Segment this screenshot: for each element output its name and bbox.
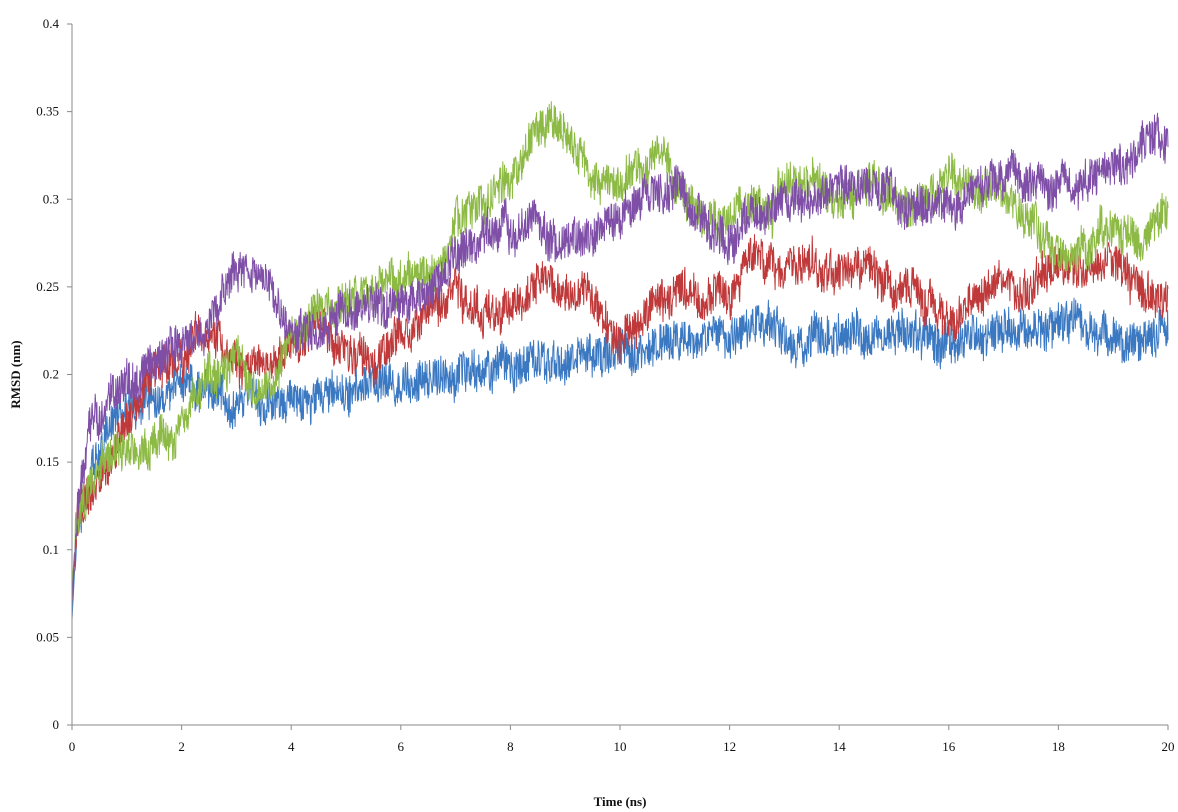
x-axis-title: Time (ns) — [594, 794, 647, 809]
x-tick-label: 10 — [614, 739, 627, 754]
x-tick-label: 16 — [942, 739, 956, 754]
x-tick-label: 18 — [1052, 739, 1065, 754]
series-line-2 — [71, 234, 1169, 603]
y-axis-title: RMSD (nm) — [8, 340, 23, 408]
x-tick-label: 0 — [69, 739, 76, 754]
series-line-1 — [71, 297, 1169, 620]
y-tick-label: 0 — [53, 717, 60, 732]
y-axis-ticks: 0 0.05 0.1 0.15 0.2 0.25 0.3 0.35 0.4 — [36, 16, 72, 732]
x-tick-label: 12 — [723, 739, 736, 754]
series-line-4 — [71, 112, 1169, 603]
y-tick-label: 0.05 — [36, 629, 59, 644]
y-tick-label: 0.35 — [36, 104, 59, 119]
x-tick-label: 6 — [398, 739, 405, 754]
y-tick-label: 0.4 — [43, 16, 60, 31]
y-tick-label: 0.25 — [36, 279, 59, 294]
y-tick-label: 0.15 — [36, 454, 59, 469]
series-group — [71, 101, 1169, 620]
x-tick-label: 20 — [1162, 739, 1175, 754]
x-tick-label: 4 — [288, 739, 295, 754]
y-tick-label: 0.2 — [43, 367, 59, 382]
y-tick-label: 0.3 — [43, 191, 59, 206]
x-tick-label: 14 — [833, 739, 847, 754]
x-tick-label: 2 — [178, 739, 185, 754]
y-tick-label: 0.1 — [43, 542, 59, 557]
x-tick-label: 8 — [507, 739, 514, 754]
x-axis-ticks: 0 2 4 6 8 10 12 14 16 18 20 — [69, 725, 1175, 754]
